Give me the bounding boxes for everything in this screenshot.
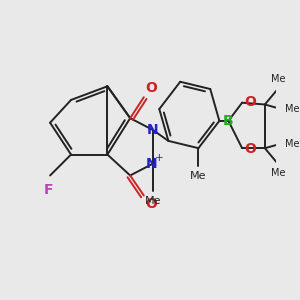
Text: Me: Me <box>271 74 286 85</box>
Text: Me: Me <box>271 168 286 178</box>
Text: +: + <box>155 153 164 163</box>
Text: N: N <box>146 157 158 171</box>
Text: O: O <box>244 142 256 156</box>
Text: O: O <box>146 81 158 95</box>
Text: O: O <box>244 95 256 109</box>
Text: Me: Me <box>285 139 299 148</box>
Text: N: N <box>147 123 159 137</box>
Text: Me: Me <box>190 171 207 181</box>
Text: Me: Me <box>145 196 161 206</box>
Text: O: O <box>146 197 158 211</box>
Text: F: F <box>44 183 53 197</box>
Text: Me: Me <box>285 104 299 114</box>
Text: B: B <box>223 114 234 128</box>
